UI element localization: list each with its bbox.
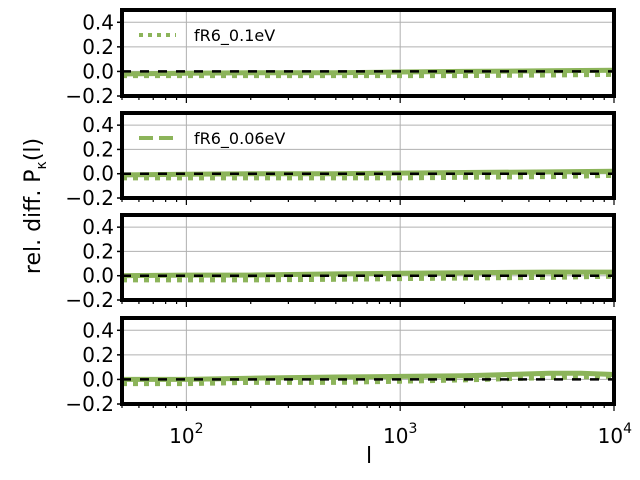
x-tick-label: 104 [598, 421, 632, 448]
y-tick-label: 0.2 [82, 343, 114, 367]
y-tick-label: 0.2 [82, 137, 114, 161]
y-tick-label: −0.2 [65, 186, 114, 210]
y-axis-label-suffix: (l) [21, 138, 46, 161]
axes-frame [120, 213, 616, 302]
y-tick-label: 0.0 [82, 264, 114, 288]
x-tick-base: 10 [383, 424, 408, 448]
x-tick-label: 103 [383, 421, 417, 448]
panel-1: 0.40.20.0−0.2 fR6_0.1eV [65, 8, 616, 108]
x-tick-exponent: 3 [408, 421, 417, 437]
x-tick-exponent: 2 [195, 421, 204, 437]
y-axis-label: rel. diff. Pκ(l) [21, 138, 50, 274]
legend-label: fR6_0.1eV [194, 26, 275, 46]
y-tick-label: 0.4 [82, 113, 114, 137]
axes-frame [120, 316, 616, 406]
y-tick-label: 0.4 [82, 318, 114, 342]
panel-3: 0.40.20.0−0.2 [65, 213, 616, 312]
y-tick-label: 0.0 [82, 59, 114, 83]
x-axis-label: l [366, 444, 372, 469]
y-tick-label: 0.2 [82, 239, 114, 263]
series-line-dotted [122, 372, 615, 387]
panels: 0.40.20.0−0.2fR6_0.1eV0.40.20.0−0.2fR6_0… [65, 8, 632, 448]
y-tick-label: 0.0 [82, 162, 114, 186]
y-tick-label: 0.4 [82, 215, 114, 239]
x-tick-base: 10 [169, 424, 194, 448]
series-line-dotted [122, 70, 615, 79]
series-line-dotted [122, 171, 615, 181]
panel-2: 0.40.20.0−0.2 fR6_0.06eV [65, 111, 616, 210]
y-tick-label: −0.2 [65, 288, 114, 312]
x-tick-label: 102 [169, 421, 203, 448]
x-tick-exponent: 4 [623, 421, 632, 437]
legend-label: fR6_0.06eV [194, 129, 285, 149]
y-axis-label-main: rel. diff. P [21, 169, 46, 274]
y-tick-label: −0.2 [65, 392, 114, 416]
series-line-dotted [122, 272, 615, 283]
y-tick-label: −0.2 [65, 84, 114, 108]
y-tick-label: 0.0 [82, 367, 114, 391]
axes-frame [120, 8, 616, 98]
axes-frame [120, 111, 616, 200]
y-tick-label: 0.4 [82, 10, 114, 34]
x-tick-base: 10 [598, 424, 623, 448]
series-line-solid [122, 370, 615, 382]
y-axis-label-subscript: κ [34, 161, 50, 169]
y-tick-label: 0.2 [82, 35, 114, 59]
